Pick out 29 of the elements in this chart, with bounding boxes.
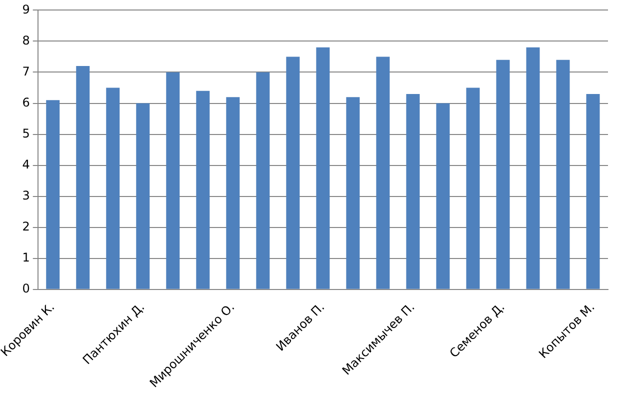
bar xyxy=(76,66,90,289)
bar xyxy=(256,72,270,289)
y-tick-label: 0 xyxy=(22,282,30,296)
bar xyxy=(166,72,180,289)
bar xyxy=(406,94,420,289)
bar xyxy=(46,100,60,289)
bar xyxy=(556,60,570,289)
bar xyxy=(586,94,600,289)
bar xyxy=(196,90,210,289)
y-tick-label: 6 xyxy=(22,95,30,110)
bar xyxy=(286,56,300,289)
bar xyxy=(496,60,510,289)
bar xyxy=(436,103,450,289)
bar xyxy=(136,103,150,289)
y-tick-label: 7 xyxy=(22,64,30,78)
bar xyxy=(526,47,540,289)
bar xyxy=(316,47,330,289)
bar xyxy=(376,56,390,289)
y-tick-label: 1 xyxy=(22,250,30,265)
y-tick-label: 9 xyxy=(22,2,30,16)
y-tick-label: 4 xyxy=(22,157,30,172)
y-tick-label: 8 xyxy=(22,33,30,48)
bar xyxy=(466,88,480,289)
y-tick-label: 5 xyxy=(22,126,30,140)
y-tick-label: 3 xyxy=(22,188,30,202)
bar xyxy=(346,97,360,289)
bar xyxy=(106,88,120,289)
y-tick-label: 2 xyxy=(22,219,30,234)
bar xyxy=(226,97,240,289)
